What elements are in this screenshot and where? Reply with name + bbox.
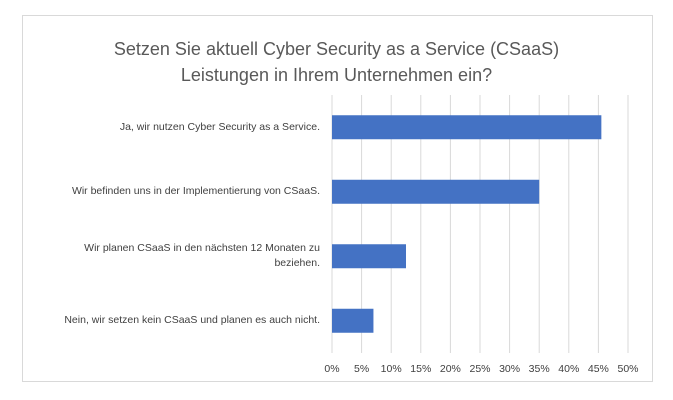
x-tick-label: 50% xyxy=(617,363,639,375)
x-tick-label: 25% xyxy=(469,363,491,375)
category-label-line: Nein, wir setzen kein CSaaS und planen e… xyxy=(64,314,320,327)
chart-title-line-1: Setzen Sie aktuell Cyber Security as a S… xyxy=(113,39,560,59)
x-tick-label: 10% xyxy=(380,363,402,375)
bar xyxy=(332,179,540,204)
chart-title-line-2: Leistungen in Ihrem Unternehmen ein? xyxy=(180,65,493,85)
category-label-line: Wir befinden uns in der Implementierung … xyxy=(71,185,320,198)
category-label-line: Wir planen CSaaS in den nächsten 12 Mona… xyxy=(84,242,320,255)
x-tick-label: 30% xyxy=(499,363,521,375)
x-tick-label: 5% xyxy=(354,363,370,375)
category-label: Ja, wir nutzen Cyber Security as a Servi… xyxy=(20,120,320,135)
category-label-line: Ja, wir nutzen Cyber Security as a Servi… xyxy=(119,120,320,133)
category-label: Wir planen CSaaS in den nächsten 12 Mona… xyxy=(20,241,320,271)
x-tick-label: 0% xyxy=(324,363,340,375)
x-tick-label: 45% xyxy=(587,363,609,375)
chart-title: Setzen Sie aktuell Cyber Security as a S… xyxy=(0,36,673,88)
bar xyxy=(332,308,374,333)
category-label-line: beziehen. xyxy=(274,257,320,270)
x-tick-label: 20% xyxy=(439,363,461,375)
x-tick-label: 35% xyxy=(528,363,550,375)
category-label: Nein, wir setzen kein CSaaS und planen e… xyxy=(20,313,320,328)
category-label: Wir befinden uns in der Implementierung … xyxy=(20,184,320,199)
x-tick-label: 40% xyxy=(558,363,580,375)
bar xyxy=(332,244,406,269)
x-tick-label: 15% xyxy=(410,363,432,375)
bar xyxy=(332,115,602,140)
